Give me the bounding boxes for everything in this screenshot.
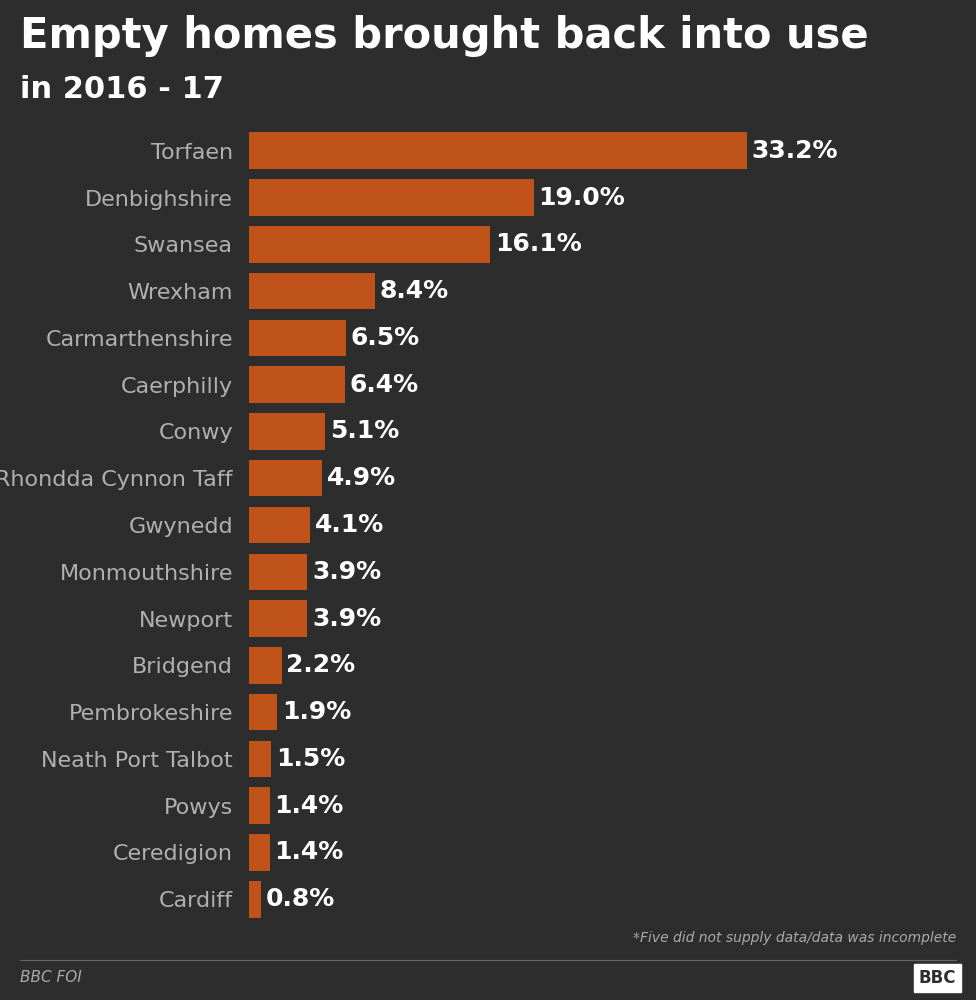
Text: 4.1%: 4.1%	[315, 513, 385, 537]
Text: BBC: BBC	[919, 969, 956, 987]
Bar	[249, 273, 375, 309]
Bar	[249, 554, 307, 590]
Text: 5.1%: 5.1%	[330, 419, 399, 443]
Text: 8.4%: 8.4%	[380, 279, 449, 303]
Text: 19.0%: 19.0%	[539, 186, 626, 210]
Text: 1.4%: 1.4%	[274, 840, 344, 864]
Text: Empty homes brought back into use: Empty homes brought back into use	[20, 15, 868, 57]
Text: 3.9%: 3.9%	[312, 607, 381, 631]
Text: 1.5%: 1.5%	[276, 747, 346, 771]
Bar	[249, 413, 325, 450]
Text: 6.4%: 6.4%	[349, 373, 419, 397]
Text: 4.9%: 4.9%	[327, 466, 396, 490]
Bar	[249, 600, 307, 637]
Text: 1.4%: 1.4%	[274, 794, 344, 818]
Bar	[249, 132, 747, 169]
Bar	[249, 179, 534, 216]
Bar	[249, 741, 271, 777]
Bar	[249, 834, 270, 871]
Bar	[249, 226, 491, 263]
Text: BBC FOI: BBC FOI	[20, 970, 81, 986]
Text: 33.2%: 33.2%	[752, 139, 838, 163]
Text: 2.2%: 2.2%	[286, 653, 355, 677]
Text: 3.9%: 3.9%	[312, 560, 381, 584]
Bar	[249, 460, 322, 496]
Text: *Five did not supply data/data was incomplete: *Five did not supply data/data was incom…	[633, 931, 956, 945]
Bar	[249, 647, 282, 684]
Text: 0.8%: 0.8%	[265, 887, 335, 911]
Text: 1.9%: 1.9%	[282, 700, 351, 724]
Text: in 2016 - 17: in 2016 - 17	[20, 75, 224, 104]
Bar	[249, 366, 345, 403]
Text: 16.1%: 16.1%	[495, 232, 582, 256]
Bar	[249, 694, 277, 730]
Text: 6.5%: 6.5%	[351, 326, 420, 350]
Bar	[249, 320, 346, 356]
Bar	[249, 507, 310, 543]
Bar	[249, 787, 270, 824]
Bar	[249, 881, 261, 918]
